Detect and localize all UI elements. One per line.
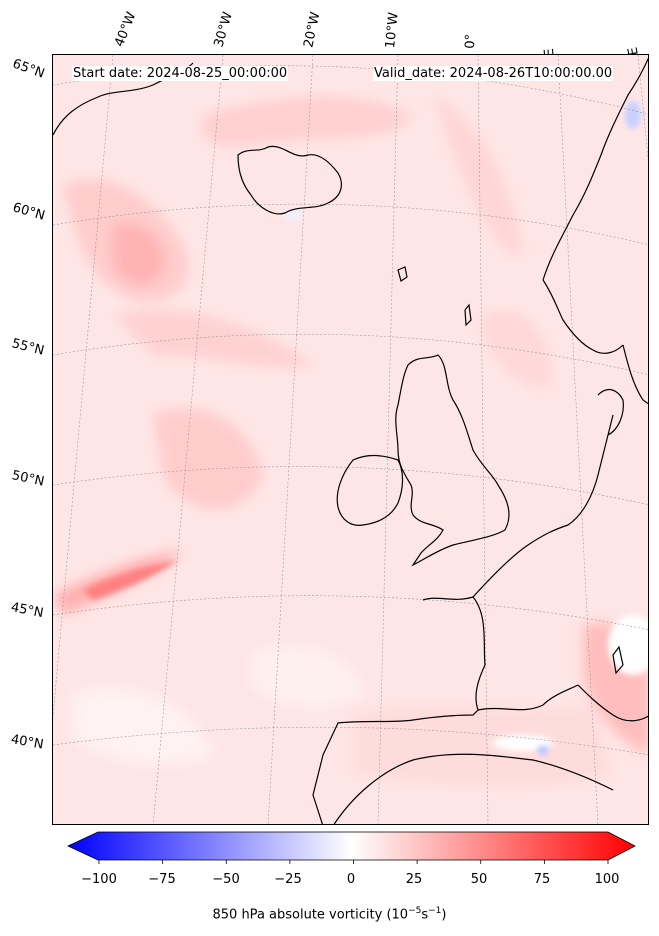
lon-label-40w: 40°W xyxy=(112,10,140,49)
lat-label-50n: 50°N xyxy=(10,468,46,490)
vorticity-max-feature xyxy=(83,560,178,600)
colorbar-tick-label: −25 xyxy=(274,872,302,887)
colorbar xyxy=(67,831,636,864)
colorbar-title: 850 hPa absolute vorticity (10−5s−1) xyxy=(212,906,447,923)
colorbar-tick-label: 75 xyxy=(533,872,551,887)
lat-label-45n: 45°N xyxy=(9,600,45,622)
colorbar-tick-label: −100 xyxy=(81,872,117,887)
lat-label-55n: 55°N xyxy=(10,336,46,359)
colorbar-tick-label: 0 xyxy=(346,872,356,887)
colorbar-tick-label: 25 xyxy=(405,872,423,887)
colorbar-gradient xyxy=(67,831,636,861)
lon-label-20w: 20°W xyxy=(301,10,324,49)
start-date-text: Start date: 2024-08-25_00:00:00 xyxy=(72,66,289,81)
lon-label-10w: 10°W xyxy=(383,11,402,50)
valid-date-text: Valid_date: 2024-08-26T10:00:00.00 xyxy=(373,66,614,81)
colorbar-tick-label: 100 xyxy=(594,872,620,887)
lon-label-0: 0° xyxy=(463,33,479,49)
colorbar-tick-label: 50 xyxy=(470,872,488,887)
lat-label-65n: 65°N xyxy=(10,56,47,82)
colorbar-tick-label: −50 xyxy=(212,872,240,887)
lat-label-40n: 40°N xyxy=(9,732,45,753)
lon-label-30w: 30°W xyxy=(211,10,236,50)
vorticity-map xyxy=(53,55,648,824)
map-panel[interactable] xyxy=(52,54,649,825)
lat-label-60n: 60°N xyxy=(10,200,47,224)
colorbar-tick-label: −75 xyxy=(148,872,176,887)
